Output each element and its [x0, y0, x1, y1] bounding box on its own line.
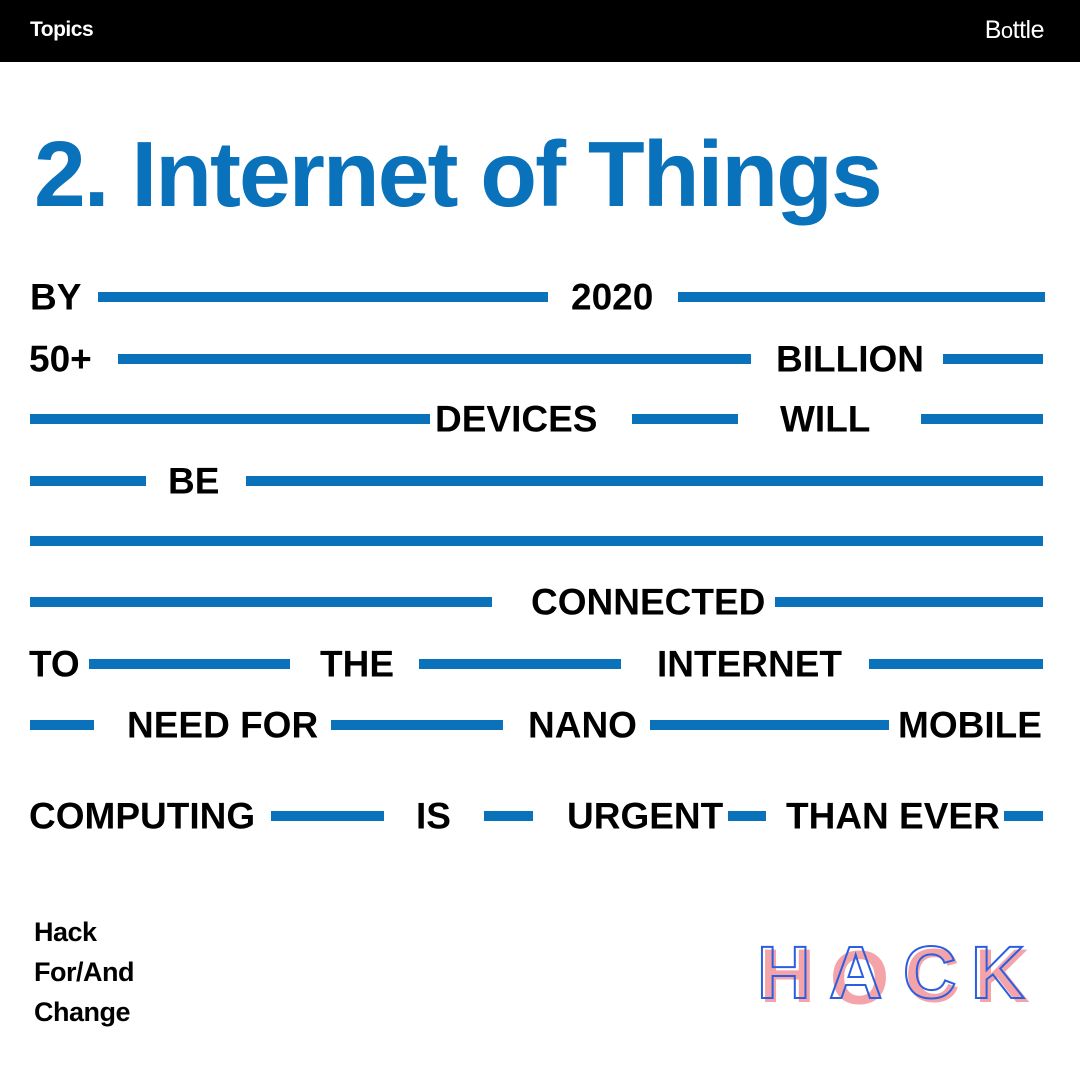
word-will: WILL: [780, 398, 871, 440]
svg-text:O: O: [830, 936, 889, 1010]
word-than-ever: THAN EVER: [786, 795, 1000, 837]
rule-line: [1004, 811, 1043, 821]
svg-text:C: C: [903, 931, 956, 1010]
word-is: IS: [416, 795, 451, 837]
word-row-9: COMPUTING IS URGENT THAN EVER: [0, 798, 1080, 876]
rule-line: [678, 292, 1045, 302]
word-the: THE: [320, 643, 394, 685]
word-billion: BILLION: [776, 338, 924, 380]
word-be: BE: [168, 460, 220, 502]
footer-line-3: Change: [34, 997, 131, 1027]
word-row-8: NEED FOR NANO MOBILE: [0, 707, 1080, 785]
rule-line: [246, 476, 1043, 486]
word-row-2: 50+ BILLION: [0, 341, 1080, 419]
rule-line: [331, 720, 503, 730]
rule-line: [30, 476, 146, 486]
svg-text:H: H: [760, 934, 815, 1010]
rule-line: [89, 659, 290, 669]
rule-line: [98, 292, 548, 302]
word-row-4: BE: [0, 463, 1080, 541]
word-row-5: [0, 536, 1080, 601]
word-to: TO: [29, 643, 80, 685]
svg-text:A: A: [829, 931, 882, 1010]
word-row-1: BY 2020: [0, 279, 1080, 357]
word-nano: NANO: [528, 704, 637, 746]
brand-logo-suffix: ttle: [1012, 16, 1045, 44]
rule-line: [632, 414, 738, 424]
rule-line: [728, 811, 766, 821]
word-connected: CONNECTED: [531, 581, 766, 623]
rule-line: [419, 659, 621, 669]
rule-line: [484, 811, 533, 821]
word-need-for: NEED FOR: [127, 704, 319, 746]
word-computing: COMPUTING: [29, 795, 256, 837]
top-bar: Topics Bottle: [0, 0, 1080, 62]
svg-text:H: H: [757, 931, 810, 1010]
brand-logo: Bottle: [984, 16, 1045, 45]
svg-text:K: K: [975, 934, 1030, 1010]
brand-logo-prefix: B: [984, 16, 1002, 44]
svg-text:C: C: [905, 934, 960, 1010]
word-50-plus: 50+: [29, 338, 92, 380]
rule-line: [30, 597, 492, 607]
word-devices: DEVICES: [435, 398, 598, 440]
word-row-7: TO THE INTERNET: [0, 646, 1080, 724]
word-mobile: MOBILE: [898, 704, 1042, 746]
rule-line: [30, 414, 430, 424]
rule-line: [271, 811, 384, 821]
rule-line: [869, 659, 1043, 669]
topics-label: Topics: [30, 18, 94, 41]
word-by: BY: [30, 276, 82, 318]
rule-line: [650, 720, 889, 730]
brand-logo-o: o: [1000, 18, 1013, 43]
rule-line: [943, 354, 1043, 364]
footer-line-2: For/And: [34, 957, 134, 987]
hack-logo-outline: H A C K: [757, 930, 1025, 1010]
word-2020: 2020: [571, 276, 654, 318]
word-row-3: DEVICES WILL: [0, 401, 1080, 479]
rule-line: [921, 414, 1043, 424]
hack-for-and-change-label: Hack For/And Change: [34, 912, 134, 1032]
svg-text:K: K: [971, 931, 1024, 1010]
hack-logo-fill: H O C K: [760, 934, 1030, 1010]
word-urgent: URGENT: [567, 795, 724, 837]
rule-line: [30, 536, 1043, 546]
rule-line: [775, 597, 1043, 607]
footer-line-1: Hack: [34, 917, 97, 947]
word-internet: INTERNET: [657, 643, 842, 685]
word-row-6: CONNECTED: [0, 584, 1080, 662]
rule-line: [118, 354, 751, 364]
page-title: 2. Internet of Things: [34, 122, 883, 226]
rule-line: [30, 720, 94, 730]
hack-logo: H O C K H A C K: [757, 930, 1030, 1010]
